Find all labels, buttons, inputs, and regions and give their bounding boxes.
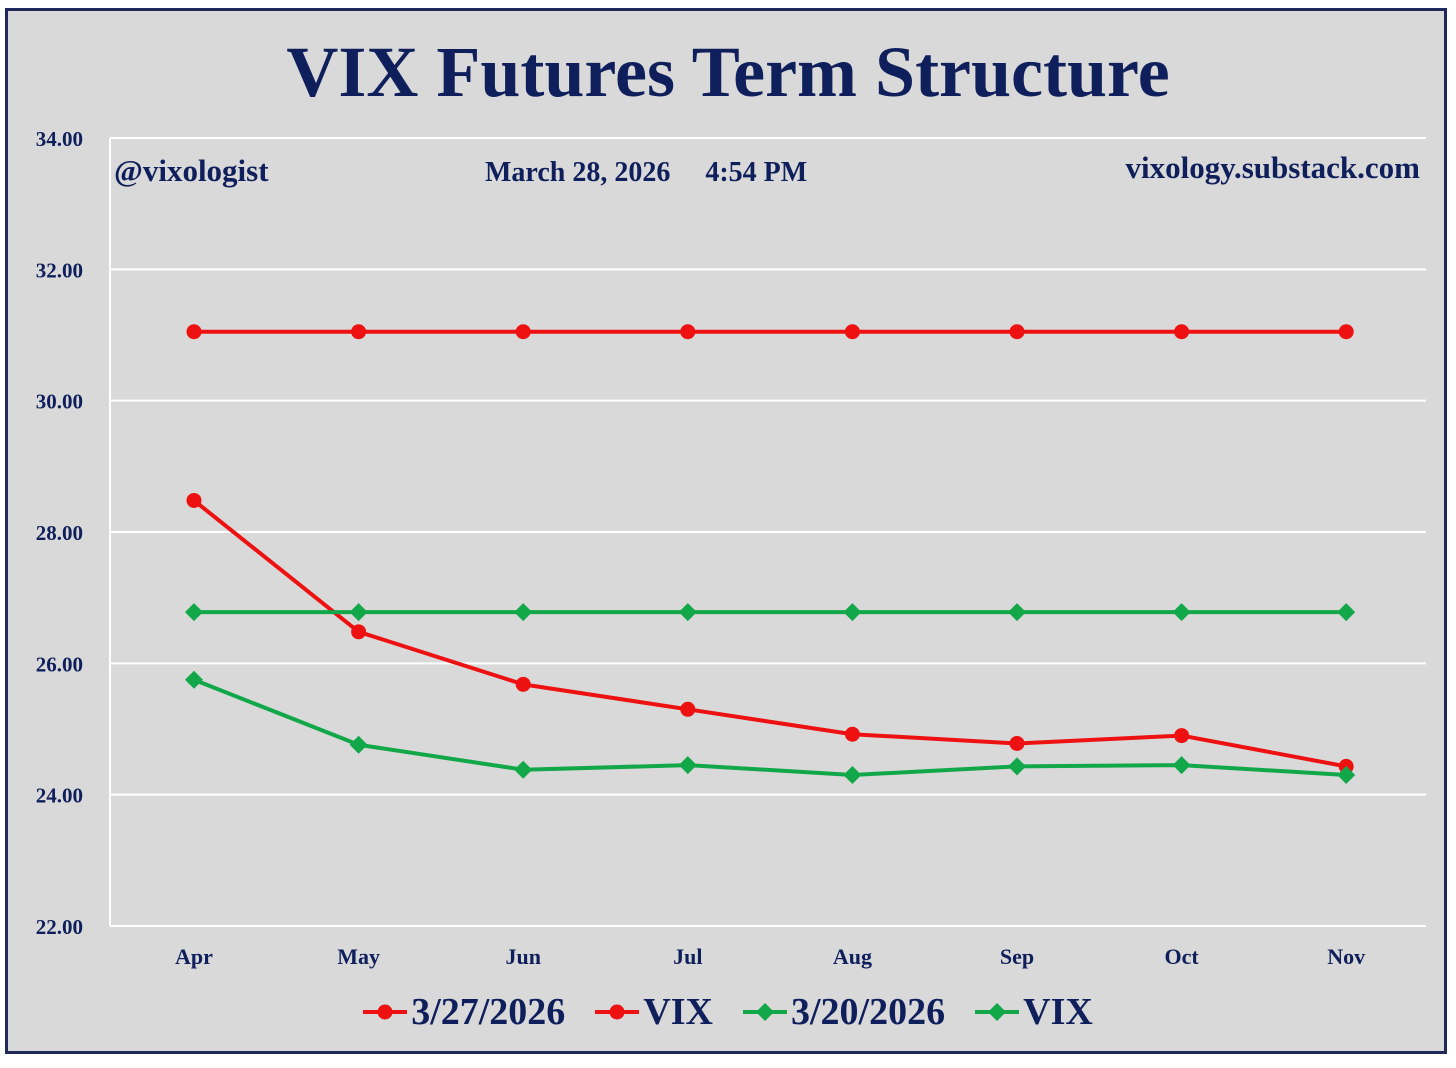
data-point — [844, 324, 860, 340]
data-point — [515, 676, 531, 692]
legend-item: 3/20/2026 — [743, 990, 945, 1034]
series-3 — [185, 603, 1356, 622]
data-point — [1008, 757, 1026, 776]
date-text: March 28, 2026 — [485, 157, 671, 188]
legend-label: 3/27/2026 — [411, 991, 566, 1033]
data-point — [186, 324, 202, 340]
legend-label: VIX — [1023, 991, 1093, 1033]
circle-marker-icon — [595, 1004, 640, 1020]
y-tick-label: 24.00 — [36, 784, 83, 808]
site-url: vixology.substack.com — [1125, 150, 1420, 185]
data-point — [185, 603, 203, 622]
series-2 — [185, 670, 1356, 784]
data-point — [1337, 765, 1356, 784]
data-point — [678, 756, 697, 775]
series-1 — [186, 324, 1354, 340]
legend-item: VIX — [975, 990, 1093, 1034]
x-tick-label: Nov — [1327, 944, 1365, 969]
data-point — [680, 701, 696, 717]
chart-title: VIX Futures Term Structure — [286, 32, 1170, 112]
data-point — [1009, 324, 1025, 340]
data-point — [1174, 728, 1190, 744]
timestamp: March 28, 2026 4:54 PM — [485, 157, 807, 189]
data-point — [185, 670, 203, 689]
data-point — [1172, 603, 1191, 622]
data-point — [351, 324, 367, 340]
data-point — [349, 735, 368, 754]
x-tick-label: May — [337, 944, 380, 969]
legend-marker — [756, 1003, 774, 1021]
time-text: 4:54 PM — [705, 157, 808, 188]
series-line — [192, 498, 1347, 769]
y-axis: 22.00 24.00 26.00 28.00 30.00 32.00 34.00 — [36, 127, 83, 939]
data-point — [1174, 324, 1190, 340]
data-point — [1009, 735, 1025, 751]
data-point — [1172, 756, 1191, 775]
diamond-marker-icon — [975, 1003, 1020, 1021]
y-tick-label: 32.00 — [36, 258, 83, 282]
legend-label: 3/20/2026 — [791, 991, 946, 1033]
y-tick-label: 22.00 — [36, 915, 83, 939]
x-tick-label: Jun — [505, 944, 540, 969]
data-point — [843, 765, 862, 784]
data-point — [678, 603, 697, 622]
data-point — [844, 726, 860, 742]
y-tick-label: 34.00 — [36, 127, 83, 151]
data-point — [514, 603, 533, 622]
gridlines — [109, 137, 1426, 927]
legend-item: VIX — [595, 990, 713, 1034]
data-point — [1008, 603, 1026, 622]
x-axis: Apr May Jun Jul Aug Sep Oct Nov — [175, 944, 1365, 969]
circle-marker-icon — [363, 1004, 408, 1020]
diamond-marker-icon — [743, 1003, 787, 1021]
legend-item: 3/27/2026 — [363, 990, 565, 1034]
x-tick-label: Sep — [1000, 944, 1034, 969]
data-point — [514, 760, 533, 779]
author-handle: @vixologist — [114, 153, 269, 188]
legend-marker — [988, 1003, 1007, 1021]
legend-label: VIX — [643, 991, 713, 1033]
y-tick-label: 30.00 — [36, 390, 83, 414]
data-point — [186, 492, 202, 508]
x-tick-label: Oct — [1164, 944, 1199, 969]
legend-marker — [377, 1004, 393, 1020]
data-point — [349, 603, 368, 622]
data-point — [1338, 324, 1354, 340]
legend-marker — [609, 1004, 625, 1020]
x-tick-label: Jul — [673, 944, 702, 969]
series-0 — [186, 492, 1354, 774]
x-tick-label: Apr — [175, 944, 213, 969]
x-tick-label: Aug — [833, 944, 872, 969]
legend: 3/27/2026 VIX 3/20/2026 VIX — [0, 990, 1456, 1034]
data-point — [843, 603, 862, 622]
y-tick-label: 28.00 — [36, 521, 83, 545]
data-point — [1337, 603, 1356, 622]
series-layer — [185, 324, 1356, 784]
data-point — [680, 324, 696, 340]
data-point — [351, 624, 367, 640]
series-line — [193, 677, 1347, 777]
data-point — [515, 324, 531, 340]
y-tick-label: 26.00 — [36, 652, 83, 676]
